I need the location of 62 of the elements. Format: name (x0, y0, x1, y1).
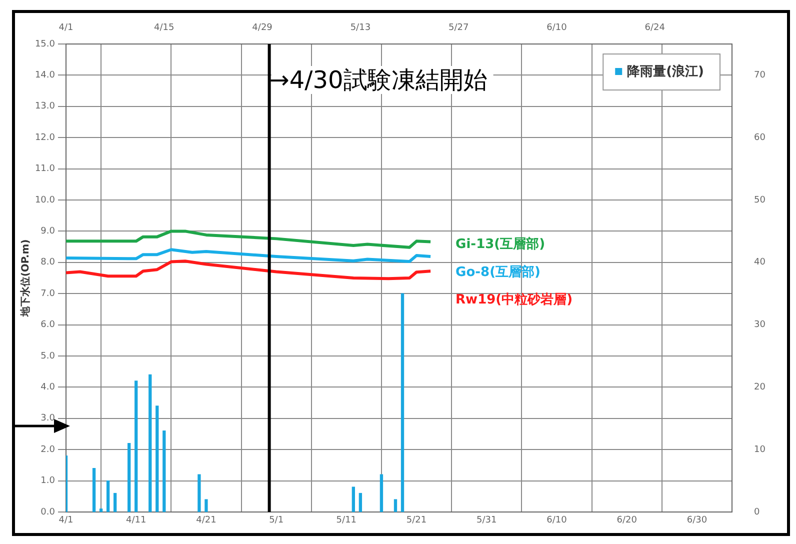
y-tick-label: 1.0 (40, 476, 56, 486)
x2-tick-label: 6/10 (546, 22, 568, 33)
y2-tick-label: 40 (754, 258, 766, 268)
y-tick-label: 13.0 (34, 102, 56, 112)
x-tick-label: 4/1 (58, 516, 74, 526)
y-tick-label: 15.0 (34, 39, 56, 50)
x-tick-label: 6/20 (616, 516, 638, 526)
y2-tick-label: 30 (754, 320, 766, 330)
text: Go-8(互層部) (456, 264, 540, 280)
bar (162, 430, 166, 512)
bar (92, 468, 96, 512)
x-tick-label: 5/1 (269, 516, 284, 526)
bar (113, 492, 117, 512)
y2-tick-label: 0 (754, 507, 760, 518)
y-tick-label: 10.0 (34, 195, 56, 206)
y2-tick-label: 50 (754, 195, 766, 206)
y-tick-label: 11.0 (34, 164, 56, 174)
bar (380, 474, 384, 512)
bar (394, 499, 398, 512)
y2-tick-label: 10 (754, 444, 766, 455)
x-tick-label: 5/31 (476, 516, 497, 526)
y-tick-label: 12.0 (34, 132, 56, 143)
bar (128, 443, 131, 512)
x-tick-label: 4/21 (196, 516, 216, 526)
y2-tick-label: 60 (754, 132, 766, 143)
bar (198, 474, 201, 512)
y2-tick-label: 70 (754, 70, 766, 81)
bar (134, 380, 138, 512)
bar (156, 406, 159, 512)
y-tick-label: 0.0 (40, 507, 56, 518)
y-tick-label: 2.0 (40, 444, 56, 455)
bar (99, 508, 103, 512)
x2-tick-label: 4/29 (252, 22, 273, 33)
y-tick-label: 3.0 (40, 414, 56, 424)
x-tick-label: 6/30 (686, 516, 708, 526)
y-tick-label: 6.0 (40, 320, 56, 330)
y-tick-label: 14.0 (34, 70, 56, 81)
bar (352, 486, 356, 512)
x2-tick-label: 5/27 (448, 22, 469, 33)
y-axis-title: 地下水位(OP.m) (20, 239, 32, 318)
x2-tick-label: 6/24 (644, 22, 666, 33)
bar (358, 492, 362, 512)
y-tick-label: 7.0 (40, 288, 56, 299)
bar (106, 480, 110, 512)
bar (148, 374, 152, 512)
x-tick-label: 5/11 (336, 516, 357, 526)
y-tick-label: 8.0 (40, 258, 56, 268)
series-label: Gi-13(互層部) (456, 236, 546, 252)
x2-tick-label: 4/15 (154, 22, 174, 33)
bar (204, 499, 208, 512)
x2-tick-label: 5/13 (350, 22, 371, 33)
x-tick-label: 5/21 (406, 516, 427, 526)
x-tick-label: 4/11 (126, 516, 146, 526)
x-tick-label: 6/10 (546, 516, 568, 526)
legend-label: 降雨量(浪江) (627, 63, 704, 80)
y2-tick-label: 20 (754, 382, 766, 393)
text: Rw19(中粒砂岩層) (456, 292, 573, 308)
x2-tick-label: 4/1 (58, 22, 74, 33)
y-tick-label: 4.0 (40, 382, 56, 393)
y-tick-label: 9.0 (40, 226, 56, 237)
bar (400, 293, 404, 512)
y-tick-label: 5.0 (40, 351, 56, 362)
